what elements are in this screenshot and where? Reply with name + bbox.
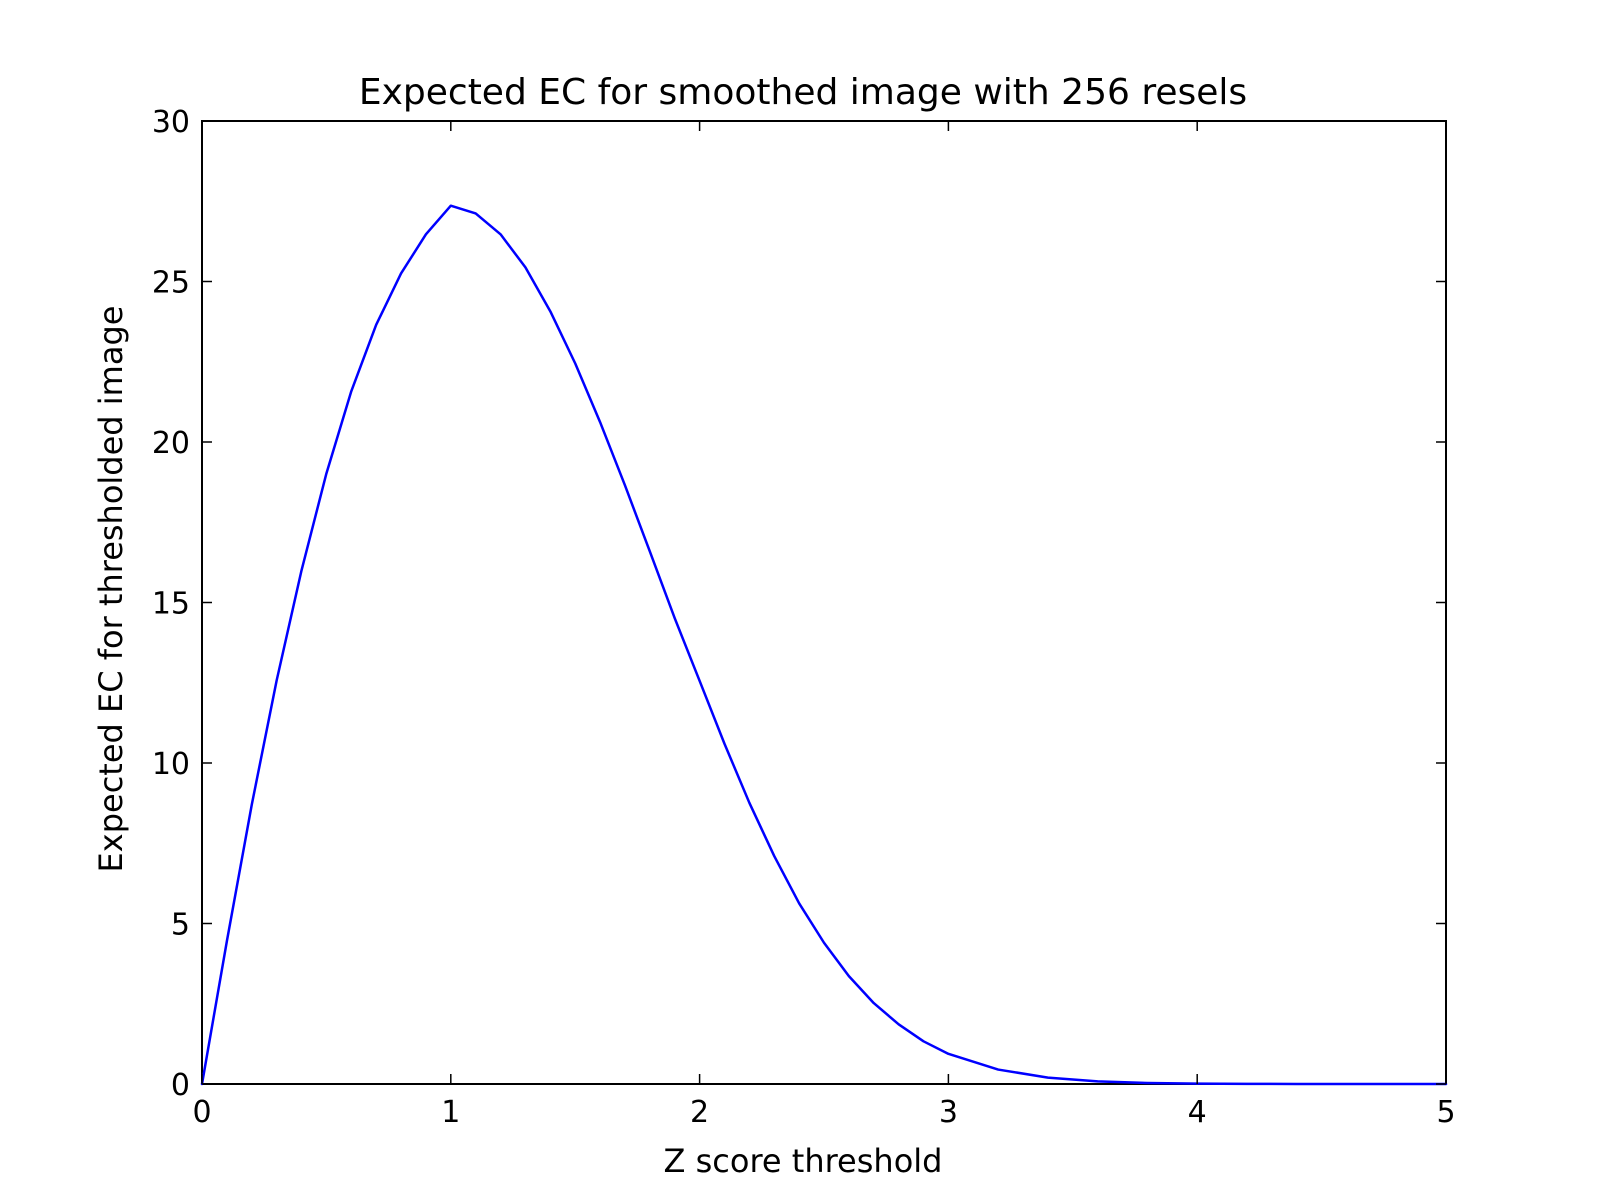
x-tick-label: 4: [1188, 1095, 1207, 1130]
y-tick-label: 10: [152, 747, 190, 782]
x-tick-label: 0: [192, 1095, 211, 1130]
x-tick-label: 1: [441, 1095, 460, 1130]
x-tick-label: 3: [939, 1095, 958, 1130]
x-axis-label: Z score threshold: [664, 1142, 943, 1180]
y-tick-label: 0: [171, 1068, 190, 1103]
plot-frame: [201, 120, 1447, 1085]
x-tick-label: 2: [690, 1095, 709, 1130]
plot-area: [200, 120, 1448, 1086]
chart-title: Expected EC for smoothed image with 256 …: [359, 72, 1247, 113]
axis-ticks: 0 1 2 3 4 5 0 5 10 15 20 25 30: [152, 105, 1456, 1130]
y-tick-label: 20: [152, 426, 190, 461]
y-tick-label: 30: [152, 105, 190, 140]
y-axis-label: Expected EC for thresholded image: [92, 306, 130, 873]
y-tick-label: 5: [171, 908, 190, 943]
y-tick-label: 25: [152, 266, 190, 301]
series-line-0: [200, 204, 1448, 1086]
x-tick-label: 5: [1436, 1095, 1455, 1130]
y-tick-label: 15: [152, 587, 190, 622]
